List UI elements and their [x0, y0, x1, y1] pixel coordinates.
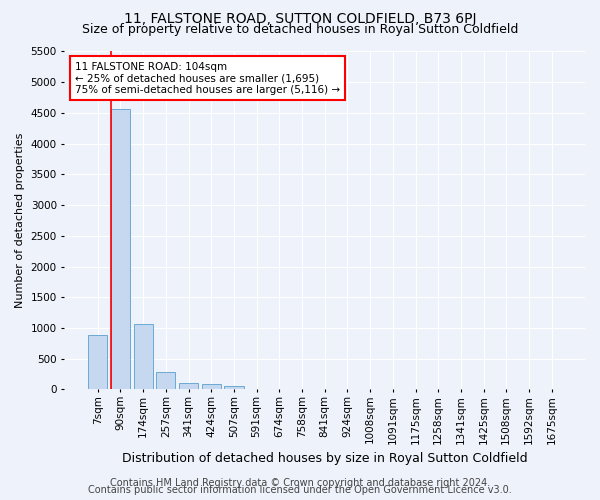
X-axis label: Distribution of detached houses by size in Royal Sutton Coldfield: Distribution of detached houses by size …: [122, 452, 527, 465]
Text: Contains public sector information licensed under the Open Government Licence v3: Contains public sector information licen…: [88, 485, 512, 495]
Text: Size of property relative to detached houses in Royal Sutton Coldfield: Size of property relative to detached ho…: [82, 22, 518, 36]
Bar: [111, 109, 130, 390]
Text: 11 FALSTONE ROAD: 104sqm
← 25% of detached houses are smaller (1,695)
75% of sem: 11 FALSTONE ROAD: 104sqm ← 25% of detach…: [75, 62, 340, 95]
Bar: [202, 384, 221, 390]
Bar: [134, 324, 153, 390]
Bar: [224, 386, 244, 390]
Bar: [179, 383, 198, 390]
Bar: [156, 372, 175, 390]
Text: 11, FALSTONE ROAD, SUTTON COLDFIELD, B73 6PJ: 11, FALSTONE ROAD, SUTTON COLDFIELD, B73…: [124, 12, 476, 26]
Y-axis label: Number of detached properties: Number of detached properties: [15, 132, 25, 308]
Text: Contains HM Land Registry data © Crown copyright and database right 2024.: Contains HM Land Registry data © Crown c…: [110, 478, 490, 488]
Bar: [88, 336, 107, 390]
